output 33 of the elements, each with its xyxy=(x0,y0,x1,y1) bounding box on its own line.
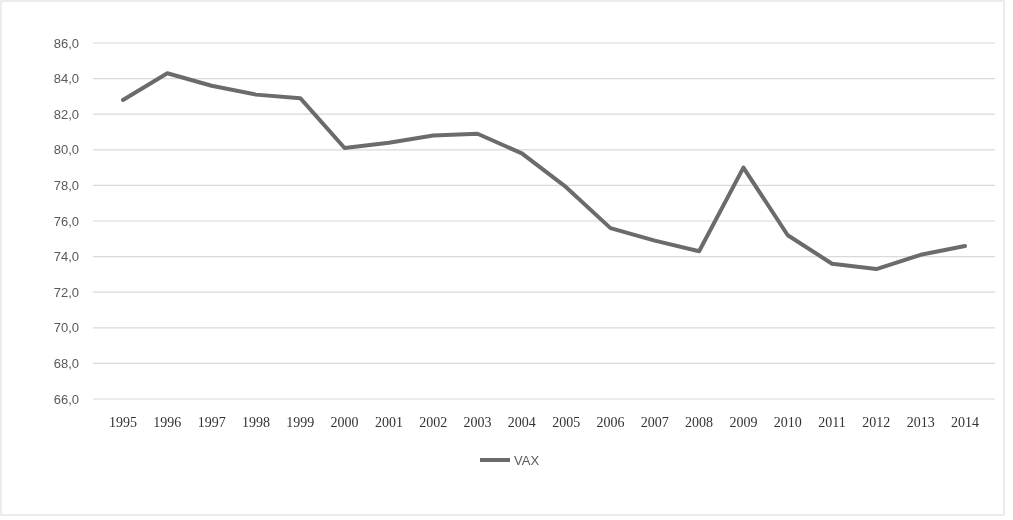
legend-label: VAX xyxy=(514,452,540,468)
x-tick-label: 2011 xyxy=(818,415,846,430)
x-tick-label: 1997 xyxy=(197,415,226,430)
x-tick-label: 2012 xyxy=(862,415,891,430)
y-tick-label: 70,0 xyxy=(53,320,79,336)
x-tick-label: 1998 xyxy=(241,415,270,430)
y-tick-label: 72,0 xyxy=(53,284,79,300)
y-tick-label: 76,0 xyxy=(53,213,79,229)
y-tick-label: 68,0 xyxy=(53,355,79,371)
x-tick-label: 2010 xyxy=(773,415,802,430)
x-tick-label: 2002 xyxy=(419,415,448,430)
y-tick-label: 82,0 xyxy=(53,106,79,122)
y-tick-label: 66,0 xyxy=(53,391,79,407)
y-tick-label: 74,0 xyxy=(53,249,79,265)
x-tick-label: 2008 xyxy=(685,415,714,430)
x-tick-label: 2013 xyxy=(906,415,935,430)
x-tick-label: 2004 xyxy=(507,415,536,430)
y-tick-label: 86,0 xyxy=(53,35,79,51)
x-tick-label: 1995 xyxy=(109,415,137,430)
x-tick-label: 2009 xyxy=(729,415,758,430)
line-series xyxy=(121,71,967,272)
y-tick-label: 84,0 xyxy=(53,71,79,87)
x-tick-label: 2003 xyxy=(463,415,492,430)
x-tick-label: 2005 xyxy=(552,415,581,430)
x-tick-label: 2006 xyxy=(596,415,625,430)
y-tick-label: 80,0 xyxy=(53,142,79,158)
x-tick-label: 1999 xyxy=(286,415,315,430)
x-tick-label: 2001 xyxy=(374,415,403,430)
x-tick-label: 2014 xyxy=(951,415,979,430)
y-tick-label: 78,0 xyxy=(53,177,79,193)
x-tick-label: 1996 xyxy=(153,415,182,430)
x-tick-label: 2007 xyxy=(640,415,669,430)
x-tick-label: 2000 xyxy=(330,415,359,430)
